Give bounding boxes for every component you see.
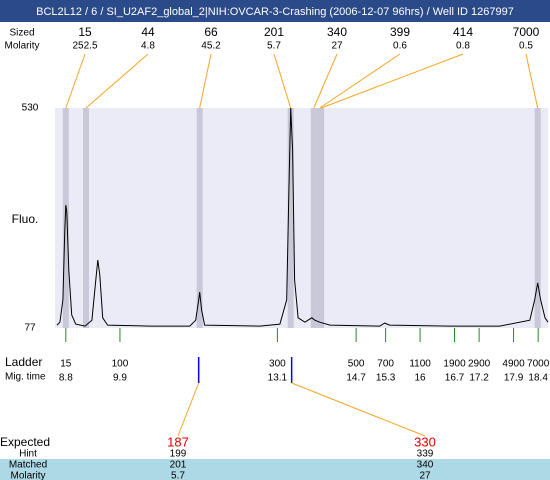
ladder-time: 15.3	[376, 373, 396, 384]
peak-connector	[273, 53, 292, 109]
hint-label: Hint	[19, 449, 37, 460]
ladder-size: 1900	[443, 359, 466, 370]
hint-size: 339	[417, 449, 434, 460]
molarity-label: Molarity	[10, 471, 45, 480]
trace	[56, 107, 549, 327]
peak-size: 201	[264, 25, 284, 39]
matched-label: Matched	[9, 460, 47, 471]
peak-connector	[319, 53, 401, 109]
ladder-size: 1100	[409, 359, 431, 370]
expected-size: 330	[414, 434, 436, 449]
ladder-size: 4900	[502, 359, 525, 370]
peak-size: 399	[390, 25, 410, 39]
expected-size: 187	[167, 434, 189, 449]
peak-size: 340	[327, 25, 347, 39]
ladder-time: 13.1	[268, 373, 288, 384]
peak-molarity: 5.7	[267, 41, 281, 52]
peak-band	[534, 108, 541, 328]
ladder-size: 100	[112, 359, 129, 370]
ladder-size: 700	[377, 359, 394, 370]
peak-connector	[321, 53, 464, 109]
expected-label: Expected	[0, 435, 50, 449]
ladder-label: Ladder	[5, 355, 42, 369]
peak-size: 66	[204, 25, 218, 39]
peak-connector	[65, 53, 86, 109]
hint-size: 199	[170, 449, 187, 460]
title: BCL2L12 / 6 / SI_U2AF2_global_2|NIH:OVCA…	[36, 6, 514, 18]
peak-band	[287, 108, 294, 328]
ladder-time: 18.4	[528, 373, 548, 384]
peak-band	[318, 108, 325, 328]
peak-band	[196, 108, 203, 328]
peak-size: 15	[78, 25, 92, 39]
matched-size: 340	[417, 460, 434, 471]
sized-row-label: Sized	[9, 28, 34, 39]
ladder-size: 15	[60, 359, 72, 370]
peak-connector	[313, 53, 338, 109]
mig-time-label: Mig. time	[5, 372, 46, 383]
peak-connector	[199, 53, 212, 109]
matched-band	[0, 459, 550, 480]
ladder-size: 7000	[527, 359, 550, 370]
peak-band	[310, 108, 317, 328]
ladder-time: 17.2	[469, 373, 489, 384]
ladder-size: 2900	[468, 359, 491, 370]
ladder-time: 8.8	[59, 373, 73, 384]
ladder-time: 16.7	[445, 373, 465, 384]
peak-connector	[525, 53, 539, 109]
y-tick-label: 77	[24, 323, 36, 334]
matched-size: 201	[170, 460, 187, 471]
ladder-size: 300	[269, 359, 286, 370]
molarity-row-label: Molarity	[4, 41, 39, 52]
peak-band	[82, 108, 89, 328]
expected-connector	[291, 382, 426, 437]
peak-molarity: 45.2	[201, 41, 221, 52]
peak-molarity: 4.8	[141, 41, 155, 52]
title-bar	[0, 0, 550, 22]
matched-molarity: 27	[419, 471, 431, 480]
ladder-time: 14.7	[346, 373, 366, 384]
peak-size: 44	[141, 25, 155, 39]
peak-band	[62, 108, 69, 328]
plot-area	[55, 108, 548, 328]
peak-connector	[85, 53, 149, 109]
matched-molarity: 5.7	[171, 471, 185, 480]
ladder-time: 9.9	[113, 373, 127, 384]
peak-molarity: 0.6	[393, 41, 407, 52]
peak-molarity: 0.8	[456, 41, 470, 52]
ladder-time: 17.9	[504, 373, 524, 384]
peak-molarity: 0.5	[519, 41, 533, 52]
peak-size: 414	[453, 25, 473, 39]
peak-size: 7000	[513, 25, 540, 39]
expected-connector	[177, 382, 200, 437]
peak-molarity: 27	[331, 41, 343, 52]
y-tick-label: 530	[22, 103, 39, 114]
peak-molarity: 252.5	[72, 41, 97, 52]
ladder-time: 16	[415, 373, 427, 384]
ladder-size: 500	[348, 359, 365, 370]
y-axis-label: Fluo.	[12, 212, 39, 226]
